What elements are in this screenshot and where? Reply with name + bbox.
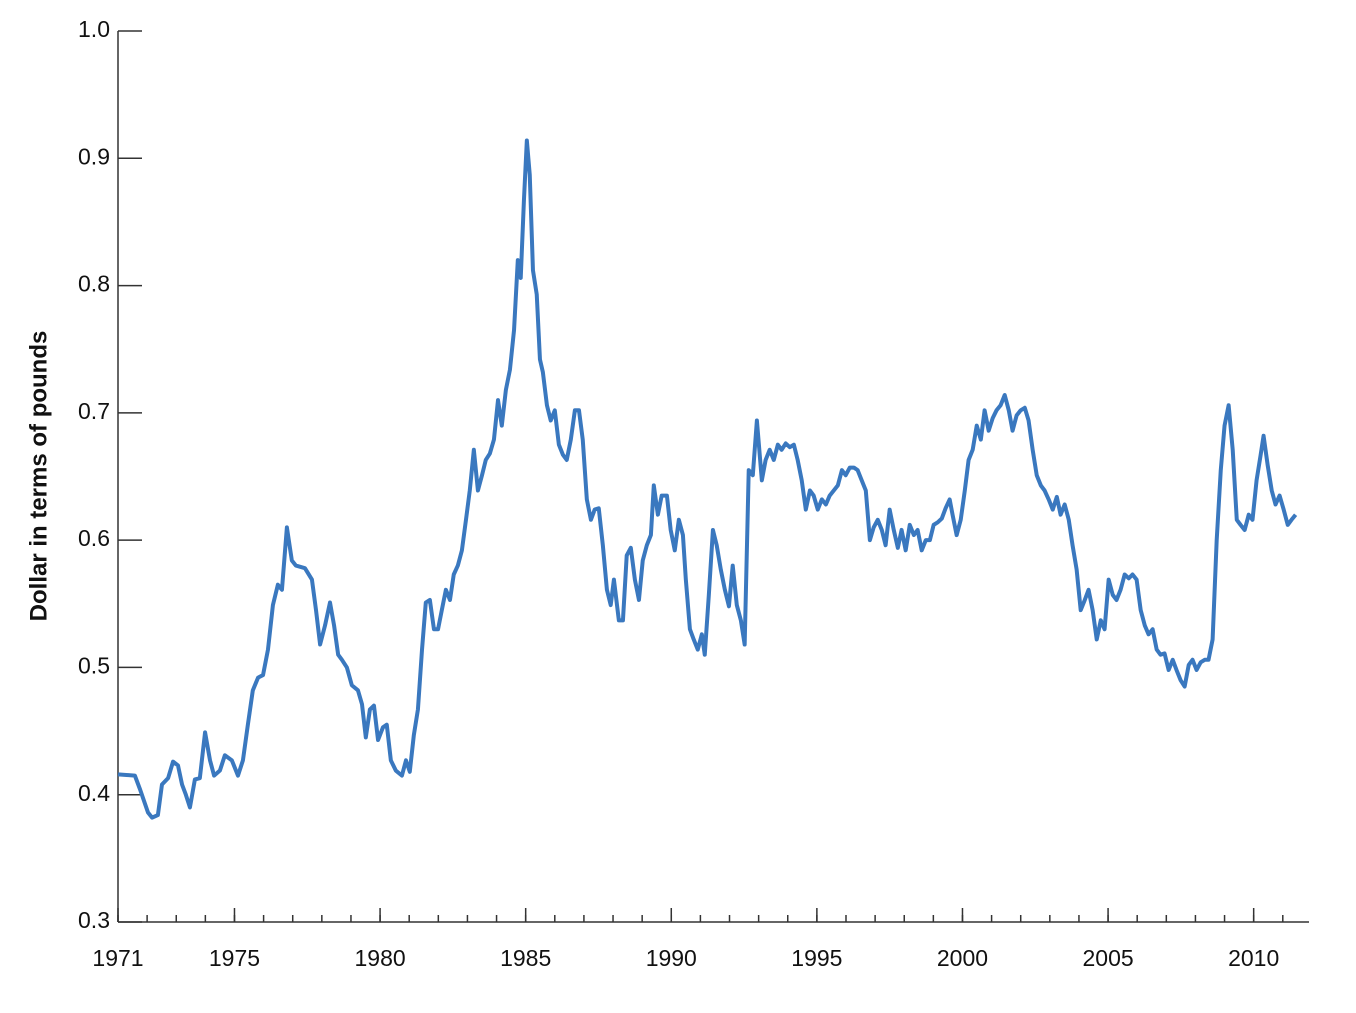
data-line xyxy=(117,138,1298,820)
y-tick-label: 0.3 xyxy=(78,907,110,933)
x-tick-label: 1995 xyxy=(791,945,842,971)
y-tick-label: 0.8 xyxy=(78,271,110,297)
x-tick-label: 1990 xyxy=(646,945,697,971)
x-tick-label: 1980 xyxy=(354,945,405,971)
y-tick-label: 0.9 xyxy=(78,143,110,169)
y-tick-label: 0.5 xyxy=(78,653,110,679)
y-tick-label: 0.4 xyxy=(78,780,110,806)
y-tick-label: 1.0 xyxy=(78,16,110,42)
x-tick-label: 2010 xyxy=(1228,945,1279,971)
x-tick-label: 2005 xyxy=(1082,945,1133,971)
x-tick-label: 2000 xyxy=(937,945,988,971)
y-axis-label: Dollar in terms of pounds xyxy=(25,331,52,622)
x-tick-label: 1971 xyxy=(92,945,143,971)
x-tick-label: 1985 xyxy=(500,945,551,971)
y-tick-label: 0.6 xyxy=(78,525,110,551)
y-tick-label: 0.7 xyxy=(78,398,110,424)
x-tick-label: 1975 xyxy=(209,945,260,971)
